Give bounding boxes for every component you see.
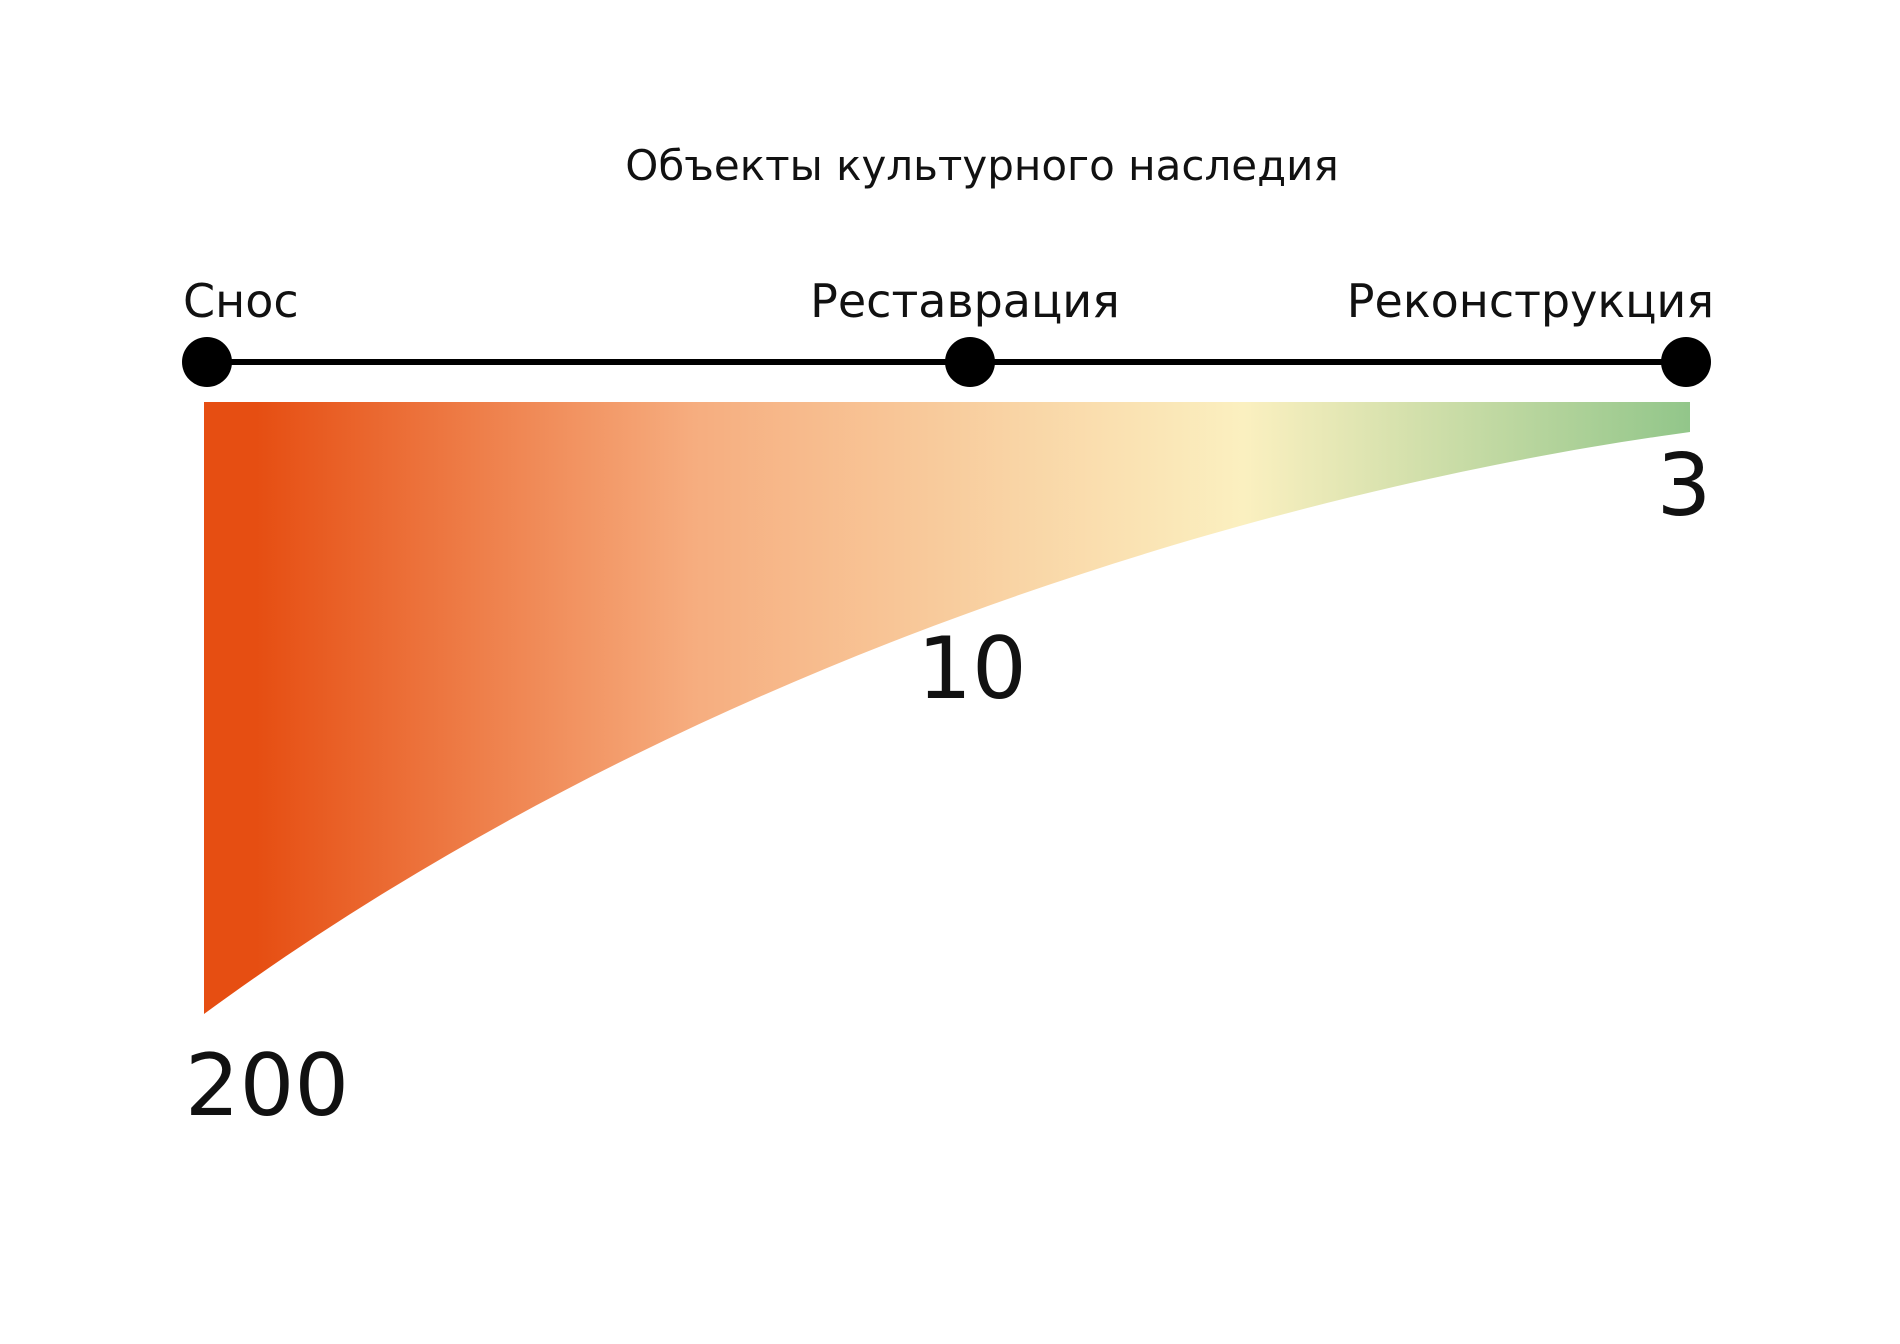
category-label-3: Реконструкция	[1347, 274, 1714, 328]
category-point-2	[945, 337, 995, 387]
value-label-3: 3	[1657, 436, 1712, 536]
category-label-1: Снос	[183, 274, 299, 328]
value-label-2: 10	[917, 619, 1026, 719]
value-label-1: 200	[185, 1036, 349, 1136]
chart-marks: Снос 200 Реставрация 10 Реконструкция 3	[182, 274, 1714, 1136]
category-point-1	[182, 337, 232, 387]
category-label-2: Реставрация	[810, 274, 1120, 328]
category-point-3	[1661, 337, 1711, 387]
value-area	[204, 402, 1690, 1014]
chart-title: Объекты культурного наследия	[625, 141, 1338, 190]
